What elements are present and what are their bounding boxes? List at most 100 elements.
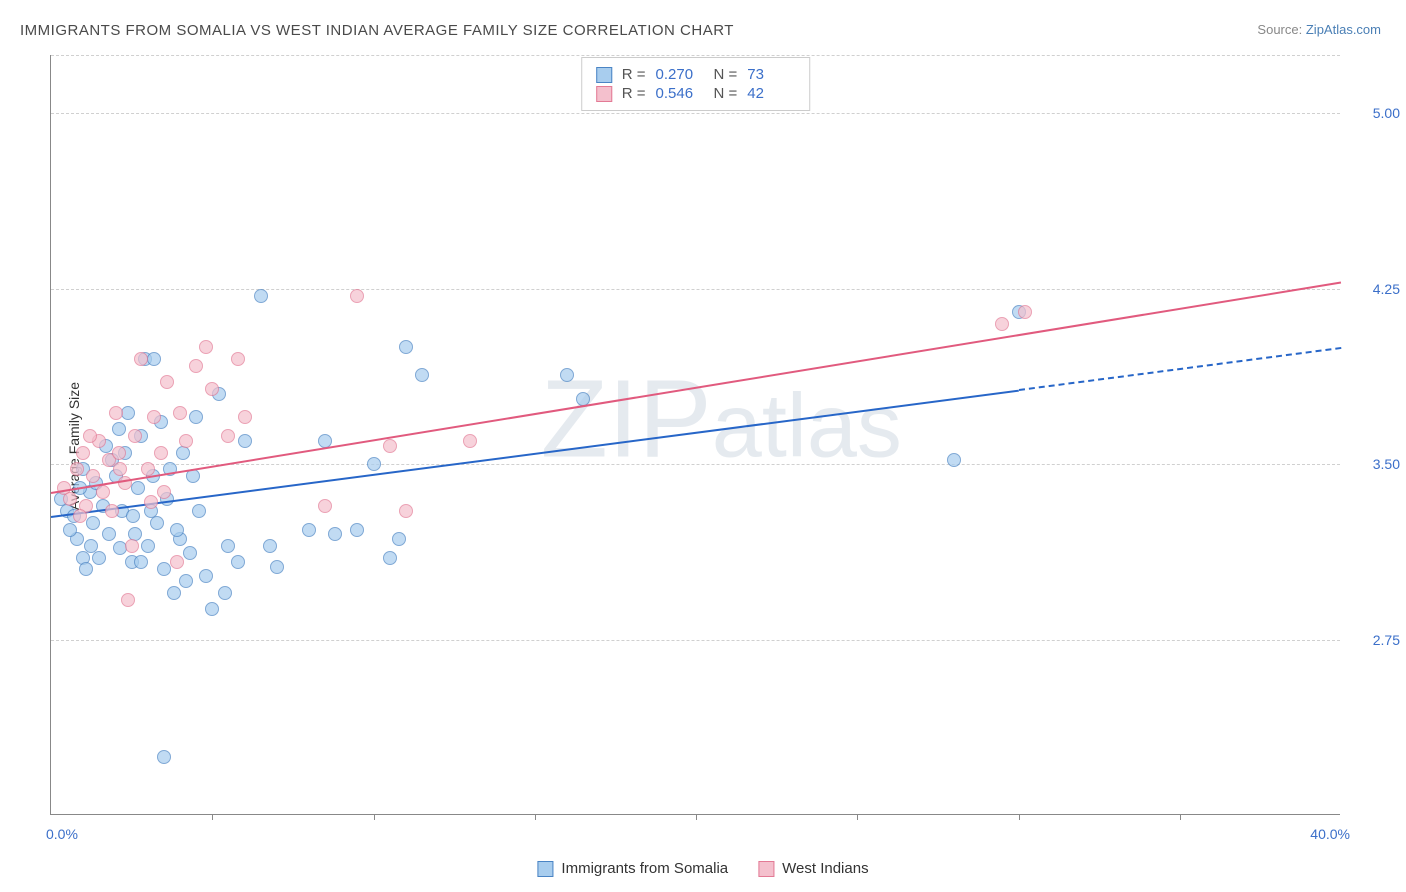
legend-item-series2: West Indians	[758, 860, 868, 877]
swatch-series1	[596, 67, 612, 83]
scatter-point	[113, 462, 127, 476]
scatter-point	[302, 523, 316, 537]
source-link[interactable]: ZipAtlas.com	[1306, 22, 1381, 37]
scatter-point	[144, 495, 158, 509]
gridline	[51, 55, 1340, 56]
scatter-point	[150, 516, 164, 530]
x-tick	[535, 814, 536, 820]
source-attribution: Source: ZipAtlas.com	[1257, 22, 1381, 37]
stats-row-series2: R = 0.546 N = 42	[596, 85, 796, 102]
scatter-point	[63, 492, 77, 506]
x-tick	[212, 814, 213, 820]
scatter-point	[463, 434, 477, 448]
scatter-point	[126, 509, 140, 523]
scatter-point	[134, 352, 148, 366]
scatter-point	[231, 352, 245, 366]
scatter-point	[112, 446, 126, 460]
scatter-point	[83, 429, 97, 443]
x-axis-max-label: 40.0%	[1310, 826, 1350, 842]
scatter-point	[112, 422, 126, 436]
x-tick	[1019, 814, 1020, 820]
scatter-point	[221, 429, 235, 443]
x-tick	[374, 814, 375, 820]
scatter-point	[399, 504, 413, 518]
x-axis-min-label: 0.0%	[46, 826, 78, 842]
scatter-point	[995, 317, 1009, 331]
r-label: R =	[622, 66, 646, 83]
scatter-point	[160, 375, 174, 389]
scatter-point	[131, 481, 145, 495]
scatter-point	[86, 469, 100, 483]
stats-row-series1: R = 0.270 N = 73	[596, 66, 796, 83]
x-tick	[1180, 814, 1181, 820]
legend-label-series1: Immigrants from Somalia	[561, 860, 728, 877]
scatter-point	[415, 368, 429, 382]
swatch-series2	[596, 86, 612, 102]
gridline	[51, 113, 1340, 114]
y-tick-label: 5.00	[1350, 105, 1400, 121]
scatter-point	[141, 539, 155, 553]
r-value-series1: 0.270	[656, 66, 704, 83]
scatter-point	[73, 509, 87, 523]
scatter-point	[157, 562, 171, 576]
regression-line	[51, 282, 1341, 494]
x-tick	[696, 814, 697, 820]
scatter-point	[121, 406, 135, 420]
scatter-point	[76, 446, 90, 460]
scatter-point	[125, 539, 139, 553]
n-value-series2: 42	[747, 85, 795, 102]
scatter-point	[179, 574, 193, 588]
scatter-point	[147, 352, 161, 366]
scatter-point	[399, 340, 413, 354]
legend-swatch-series1	[537, 861, 553, 877]
n-label: N =	[714, 66, 738, 83]
scatter-point	[367, 457, 381, 471]
scatter-point	[218, 586, 232, 600]
legend-item-series1: Immigrants from Somalia	[537, 860, 728, 877]
scatter-point	[238, 410, 252, 424]
scatter-point	[167, 586, 181, 600]
gridline	[51, 289, 1340, 290]
scatter-point	[199, 340, 213, 354]
scatter-point	[86, 516, 100, 530]
scatter-point	[79, 562, 93, 576]
scatter-point	[383, 551, 397, 565]
scatter-point	[154, 446, 168, 460]
scatter-point	[105, 504, 119, 518]
scatter-point	[947, 453, 961, 467]
scatter-point	[134, 555, 148, 569]
scatter-point	[70, 462, 84, 476]
scatter-point	[231, 555, 245, 569]
scatter-point	[147, 410, 161, 424]
source-label: Source:	[1257, 22, 1302, 37]
y-tick-label: 2.75	[1350, 632, 1400, 648]
scatter-point	[221, 539, 235, 553]
scatter-point	[392, 532, 406, 546]
scatter-point	[263, 539, 277, 553]
bottom-legend: Immigrants from Somalia West Indians	[537, 860, 868, 877]
scatter-point	[560, 368, 574, 382]
scatter-point	[121, 593, 135, 607]
y-tick-label: 4.25	[1350, 281, 1400, 297]
gridline	[51, 640, 1340, 641]
scatter-point	[238, 434, 252, 448]
regression-line-extension	[1018, 347, 1341, 391]
scatter-point	[170, 523, 184, 537]
legend-label-series2: West Indians	[782, 860, 868, 877]
scatter-point	[189, 359, 203, 373]
plot-area: ZIPatlas R = 0.270 N = 73 R = 0.546 N = …	[50, 55, 1340, 815]
scatter-point	[192, 504, 206, 518]
n-value-series1: 73	[747, 66, 795, 83]
scatter-point	[183, 546, 197, 560]
scatter-point	[128, 429, 142, 443]
stats-legend-box: R = 0.270 N = 73 R = 0.546 N = 42	[581, 57, 811, 111]
scatter-point	[109, 406, 123, 420]
scatter-point	[141, 462, 155, 476]
scatter-point	[157, 750, 171, 764]
n-label: N =	[714, 85, 738, 102]
scatter-point	[189, 410, 203, 424]
scatter-point	[205, 382, 219, 396]
r-label: R =	[622, 85, 646, 102]
scatter-point	[350, 289, 364, 303]
scatter-point	[199, 569, 213, 583]
